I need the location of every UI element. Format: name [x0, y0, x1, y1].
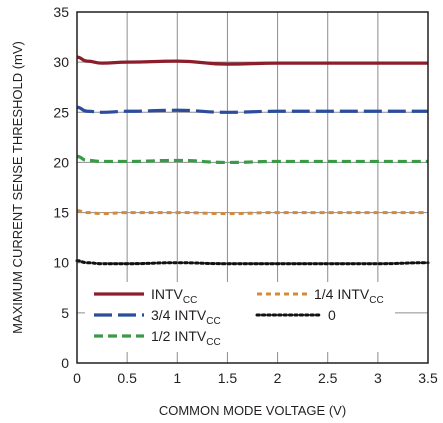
series-line	[76, 209, 428, 216]
series-line	[76, 154, 428, 165]
plot-frame	[76, 11, 429, 364]
x-tick-label: 2.5	[318, 370, 338, 386]
y-axis-label: MAXIMUM CURRENT SENSE THRESHOLD (mV)	[10, 41, 25, 334]
series-layer	[75, 55, 430, 266]
legend-label: 1/4 INTVCC	[314, 286, 384, 306]
x-tick-label: 0	[73, 370, 81, 386]
y-tick-label: 10	[53, 255, 69, 271]
y-tick-label: 0	[61, 355, 69, 371]
series-line	[75, 259, 430, 266]
y-tick-label: 30	[53, 54, 69, 70]
x-tick-label: 2	[274, 370, 282, 386]
x-tick-label: 3	[374, 370, 382, 386]
x-tick-label: 0.5	[117, 370, 137, 386]
legend-label: 3/4 INTVCC	[151, 307, 221, 327]
y-tick-labels: 0 5 10 15 20 25 30 35	[53, 4, 69, 371]
y-tick-label: 25	[53, 104, 69, 120]
legend-label: 1/2 INTVCC	[151, 328, 221, 348]
x-tick-label: 1	[173, 370, 181, 386]
series-line	[76, 55, 428, 66]
x-tick-labels: 0 0.5 1 1.5 2 2.5 3 3.5	[73, 370, 438, 386]
y-tick-label: 5	[61, 305, 69, 321]
x-axis-label: COMMON MODE VOLTAGE (V)	[159, 403, 346, 418]
legend-label: 0	[328, 307, 336, 323]
x-tick-label: 1.5	[218, 370, 238, 386]
series-line	[76, 105, 428, 114]
x-tick-label: 3.5	[418, 370, 438, 386]
y-tick-label: 15	[53, 205, 69, 221]
y-tick-label: 35	[53, 4, 69, 20]
y-tick-label: 20	[53, 154, 69, 170]
